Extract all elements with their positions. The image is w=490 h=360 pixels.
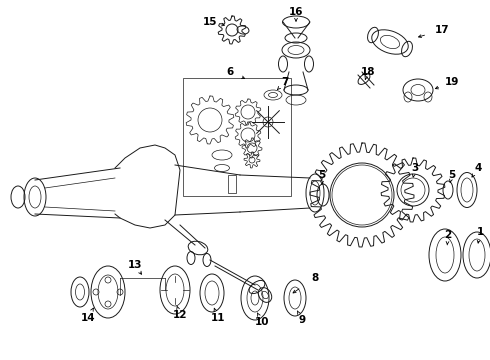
Text: 4: 4: [474, 163, 482, 173]
Bar: [183, 78, 291, 196]
Text: 5: 5: [318, 170, 326, 180]
Text: 7: 7: [281, 77, 289, 87]
Text: 12: 12: [173, 310, 187, 320]
Text: 6: 6: [226, 67, 234, 77]
Text: 1: 1: [476, 227, 484, 237]
Text: 3: 3: [412, 163, 418, 173]
Text: 5: 5: [448, 170, 456, 180]
Text: 16: 16: [289, 7, 303, 17]
Text: 8: 8: [311, 273, 318, 283]
Text: 15: 15: [203, 17, 217, 27]
Bar: [228, 175, 236, 193]
Text: 10: 10: [255, 317, 269, 327]
Text: 18: 18: [361, 67, 375, 77]
Text: 17: 17: [435, 25, 449, 35]
Text: 14: 14: [81, 313, 96, 323]
Text: 19: 19: [445, 77, 459, 87]
Text: 2: 2: [444, 230, 452, 240]
Text: 11: 11: [211, 313, 225, 323]
Text: 9: 9: [298, 315, 306, 325]
Text: 13: 13: [128, 260, 142, 270]
